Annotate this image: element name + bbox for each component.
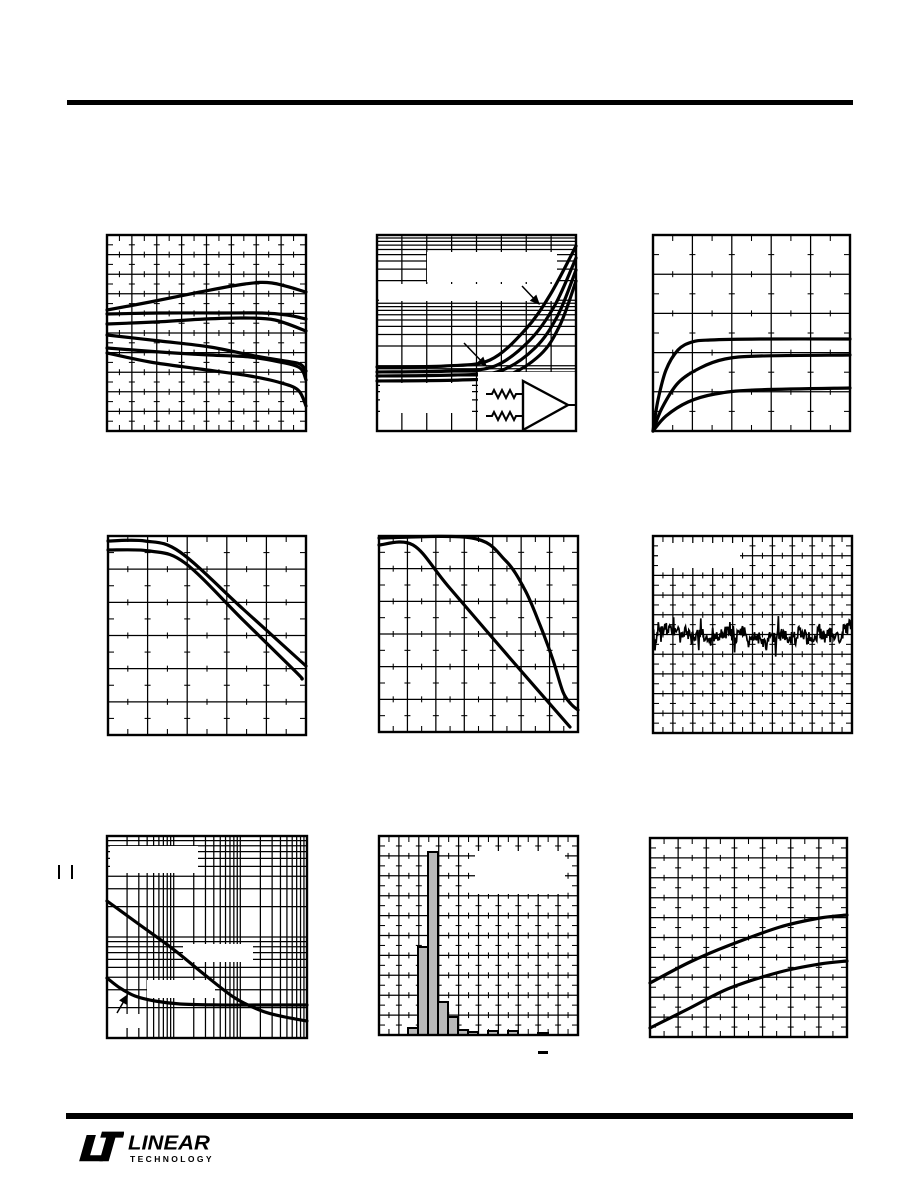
chart-5 bbox=[377, 534, 580, 734]
histogram-axis-dash bbox=[538, 1051, 548, 1054]
logo-wordmark: LINEAR TECHNOLOGY bbox=[128, 1132, 214, 1164]
lt-logo: LINEAR TECHNOLOGY bbox=[70, 1126, 214, 1166]
chart-7 bbox=[105, 834, 309, 1040]
text-remnant-mark-a bbox=[58, 865, 60, 879]
top-rule bbox=[67, 100, 853, 105]
logo-brand-linear: LINEAR bbox=[128, 1131, 210, 1155]
chart-9 bbox=[648, 836, 849, 1039]
logo-brand-technology: TECHNOLOGY bbox=[130, 1154, 214, 1164]
chart-4 bbox=[106, 534, 308, 737]
lt-logo-icon bbox=[79, 1131, 124, 1162]
bottom-rule bbox=[66, 1113, 853, 1119]
chart-1 bbox=[105, 233, 308, 433]
chart-6 bbox=[651, 534, 854, 735]
chart-3 bbox=[651, 233, 852, 433]
chart-2 bbox=[375, 233, 578, 433]
chart-8 bbox=[377, 834, 580, 1037]
text-remnant-mark-b bbox=[71, 865, 73, 879]
